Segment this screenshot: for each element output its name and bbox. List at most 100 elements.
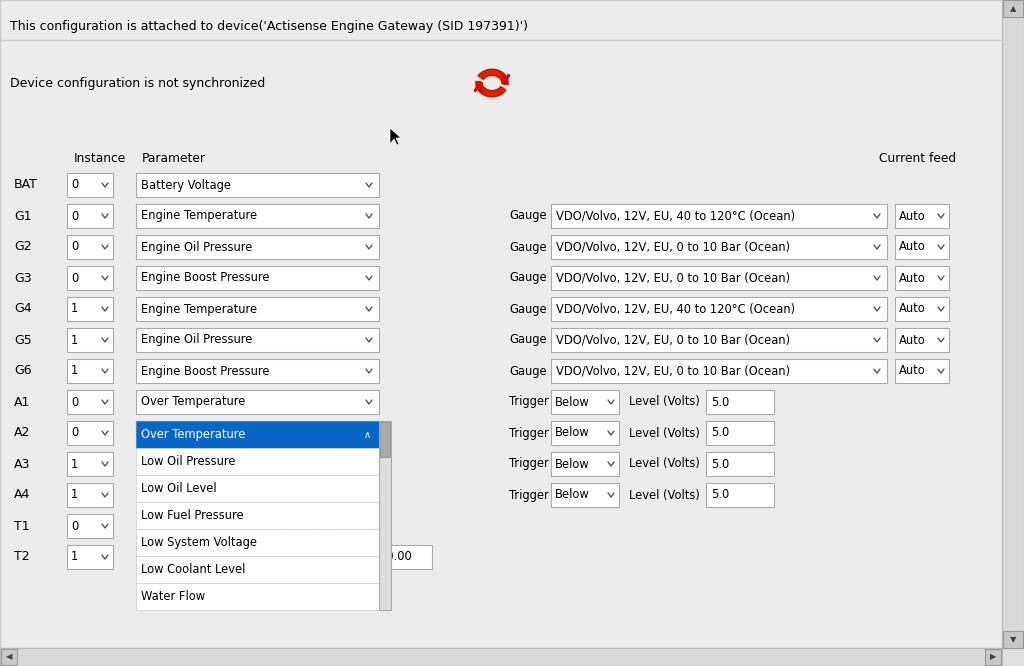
Text: Engine Temperature: Engine Temperature [141,210,257,222]
Text: Engine Boost Pressure: Engine Boost Pressure [141,272,269,284]
Text: 5.0: 5.0 [711,396,729,408]
Text: 5.0: 5.0 [711,426,729,440]
FancyBboxPatch shape [551,421,618,445]
Text: Below: Below [555,488,590,501]
FancyBboxPatch shape [136,529,379,556]
FancyBboxPatch shape [551,297,887,321]
Text: G1: G1 [14,210,32,222]
Text: G3: G3 [14,272,32,284]
FancyBboxPatch shape [374,545,432,569]
FancyBboxPatch shape [551,204,887,228]
Text: Auto: Auto [899,210,926,222]
FancyBboxPatch shape [895,204,949,228]
FancyBboxPatch shape [136,235,379,259]
Text: Engine Boost Pressure: Engine Boost Pressure [141,364,269,378]
FancyBboxPatch shape [136,390,379,414]
Text: Level (Volts): Level (Volts) [629,458,699,470]
Text: 0: 0 [71,210,78,222]
Text: Level (Volts): Level (Volts) [629,396,699,408]
FancyBboxPatch shape [67,483,113,507]
Text: Auto: Auto [899,272,926,284]
Text: Low System Voltage: Low System Voltage [141,536,257,549]
Text: Engine Oil Pressure: Engine Oil Pressure [141,334,252,346]
Text: Ratio (PPR): Ratio (PPR) [294,551,358,563]
FancyBboxPatch shape [380,422,390,457]
FancyBboxPatch shape [136,475,379,502]
Text: Below: Below [555,426,590,440]
Text: 0: 0 [71,178,78,192]
FancyBboxPatch shape [136,297,379,321]
FancyBboxPatch shape [551,235,887,259]
Text: Trigger: Trigger [509,458,549,470]
Text: G5: G5 [14,334,32,346]
Text: Ratio (PPR): Ratio (PPR) [251,519,315,533]
Text: VDO/Volvo, 12V, EU, 0 to 10 Bar (Ocean): VDO/Volvo, 12V, EU, 0 to 10 Bar (Ocean) [556,334,791,346]
Text: VDO/Volvo, 12V, EU, 0 to 10 Bar (Ocean): VDO/Volvo, 12V, EU, 0 to 10 Bar (Ocean) [556,240,791,254]
Text: 0: 0 [71,519,78,533]
Text: Low Coolant Level: Low Coolant Level [141,563,246,576]
FancyBboxPatch shape [0,0,1002,648]
FancyBboxPatch shape [379,421,391,610]
FancyBboxPatch shape [67,390,113,414]
FancyBboxPatch shape [136,583,379,610]
Text: T2: T2 [14,551,30,563]
Text: Battery Voltage: Battery Voltage [141,178,231,192]
FancyBboxPatch shape [136,502,379,529]
Text: G4: G4 [14,302,32,316]
FancyBboxPatch shape [136,266,379,290]
FancyBboxPatch shape [136,421,379,448]
FancyBboxPatch shape [67,452,113,476]
Text: G6: G6 [14,364,32,378]
FancyBboxPatch shape [67,204,113,228]
FancyBboxPatch shape [895,328,949,352]
Text: BAT: BAT [14,178,38,192]
FancyBboxPatch shape [706,390,774,414]
FancyBboxPatch shape [67,235,113,259]
Text: Gauge: Gauge [509,334,547,346]
Text: Auto: Auto [899,334,926,346]
Text: Level (Volts): Level (Volts) [629,426,699,440]
FancyBboxPatch shape [67,266,113,290]
Text: Instance: Instance [74,153,126,165]
Text: ∧: ∧ [364,430,371,440]
Text: VDO/Volvo, 12V, EU, 40 to 120°C (Ocean): VDO/Volvo, 12V, EU, 40 to 120°C (Ocean) [556,302,795,316]
Text: A3: A3 [14,458,31,470]
FancyBboxPatch shape [551,328,887,352]
FancyBboxPatch shape [1002,0,1023,17]
FancyBboxPatch shape [706,421,774,445]
FancyBboxPatch shape [67,173,113,197]
FancyBboxPatch shape [985,649,1001,665]
FancyBboxPatch shape [67,297,113,321]
Text: Auto: Auto [899,240,926,254]
FancyBboxPatch shape [136,359,379,383]
Text: Level (Volts): Level (Volts) [629,488,699,501]
FancyBboxPatch shape [136,328,379,352]
Text: 0: 0 [71,426,78,440]
FancyBboxPatch shape [331,514,389,538]
Text: Auto: Auto [899,364,926,378]
Text: Engine Oil Pressure: Engine Oil Pressure [141,240,252,254]
Text: T1: T1 [14,519,30,533]
Text: Gauge: Gauge [509,364,547,378]
FancyBboxPatch shape [895,297,949,321]
Text: Trigger: Trigger [509,488,549,501]
Text: 0: 0 [71,272,78,284]
FancyBboxPatch shape [706,452,774,476]
FancyBboxPatch shape [67,545,113,569]
FancyBboxPatch shape [136,204,379,228]
Text: A2: A2 [14,426,31,440]
Text: G2: G2 [14,240,32,254]
Text: Low Oil Pressure: Low Oil Pressure [141,455,236,468]
FancyBboxPatch shape [1002,0,1024,648]
Text: 1: 1 [71,302,78,316]
Text: 1: 1 [71,488,78,501]
Text: Over Temperature: Over Temperature [141,428,246,441]
Text: VDO/Volvo, 12V, EU, 0 to 10 Bar (Ocean): VDO/Volvo, 12V, EU, 0 to 10 Bar (Ocean) [556,364,791,378]
Text: Current feed: Current feed [879,153,956,165]
FancyBboxPatch shape [136,556,379,583]
FancyBboxPatch shape [0,648,1002,666]
Text: Gauge: Gauge [509,210,547,222]
FancyBboxPatch shape [551,483,618,507]
Text: Low Fuel Pressure: Low Fuel Pressure [141,509,244,522]
FancyBboxPatch shape [67,359,113,383]
